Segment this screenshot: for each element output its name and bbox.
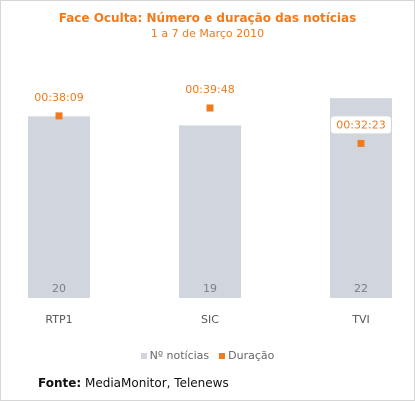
- duration-label-bg-tvi: [331, 116, 391, 134]
- chart-legend: Nº notícias Duração: [0, 349, 415, 362]
- duration-marker-rtp1: [55, 112, 63, 120]
- duration-label-sic: 00:39:48: [185, 83, 234, 96]
- duration-marker-sic: [206, 104, 214, 112]
- source-note: Fonte: MediaMonitor, Telenews: [38, 376, 229, 390]
- duration-label-tvi: 00:32:23: [336, 118, 385, 131]
- duration-marker-tvi: [357, 139, 365, 147]
- legend-item-duracao: Duração: [219, 349, 274, 362]
- bar-value-label-rtp1: 20: [52, 282, 66, 295]
- legend-item-noticias: Nº notícias: [140, 349, 210, 362]
- bar-sic: [179, 125, 241, 299]
- legend-label-duracao: Duração: [228, 349, 275, 362]
- chart-title: Face Oculta: Número e duração das notíci…: [58, 11, 357, 25]
- bar-rtp1: [28, 116, 90, 298]
- source-label: Fonte:: [38, 376, 82, 390]
- bar-value-label-tvi: 22: [354, 282, 368, 295]
- x-tick-label-tvi: TVI: [351, 313, 370, 326]
- source-text: MediaMonitor, Telenews: [81, 376, 229, 390]
- x-tick-label-rtp1: RTP1: [45, 313, 72, 326]
- bar-value-label-sic: 19: [203, 282, 217, 295]
- legend-label-noticias: Nº notícias: [149, 349, 210, 362]
- duration-label-rtp1: 00:38:09: [34, 91, 83, 104]
- legend-swatch-duracao: [219, 352, 226, 359]
- chart-subtitle: 1 a 7 de Março 2010: [150, 27, 265, 40]
- x-tick-label-sic: SIC: [201, 313, 219, 326]
- legend-swatch-noticias: [140, 352, 147, 359]
